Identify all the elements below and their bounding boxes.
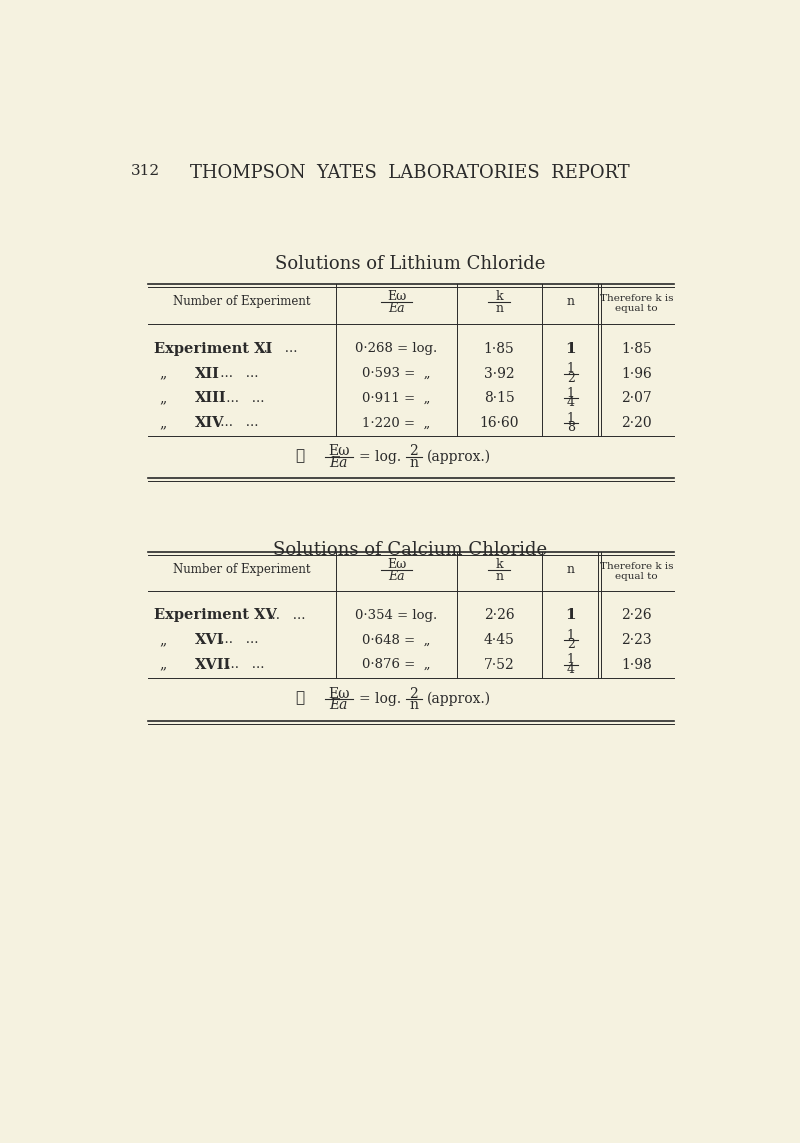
Text: 1: 1: [567, 411, 575, 425]
Text: 0·911 =  „: 0·911 = „: [362, 392, 430, 405]
Text: 4: 4: [567, 397, 575, 409]
Text: ...   ...: ... ...: [216, 633, 258, 647]
Text: 8: 8: [567, 421, 575, 434]
Text: k: k: [495, 290, 503, 303]
Text: ...   ...: ... ...: [216, 416, 258, 430]
Text: 1: 1: [566, 342, 576, 355]
Text: Number of Experiment: Number of Experiment: [174, 295, 311, 309]
Text: 1: 1: [567, 654, 575, 666]
Text: 0·876 =  „: 0·876 = „: [362, 658, 430, 671]
Text: Therefore k is: Therefore k is: [600, 294, 674, 303]
Text: „: „: [159, 367, 166, 381]
Text: Ea: Ea: [388, 302, 405, 314]
Text: ...   ...: ... ...: [255, 343, 298, 355]
Text: 2·26: 2·26: [622, 608, 652, 622]
Text: 4·45: 4·45: [484, 633, 514, 647]
Text: (approx.): (approx.): [427, 692, 491, 706]
Text: XIII: XIII: [194, 391, 226, 405]
Text: Eω: Eω: [328, 687, 350, 701]
Text: ...   ...: ... ...: [216, 367, 258, 381]
Text: 2: 2: [410, 687, 418, 701]
Text: n: n: [567, 295, 575, 309]
Text: XVI: XVI: [194, 633, 224, 647]
Text: XVII: XVII: [194, 657, 231, 672]
Text: = log.: = log.: [359, 693, 401, 706]
Text: 0·648 =  „: 0·648 = „: [362, 633, 430, 647]
Text: Solutions of Calcium Chloride: Solutions of Calcium Chloride: [273, 542, 547, 559]
Text: 1·220 =  „: 1·220 = „: [362, 416, 430, 430]
Text: 2·26: 2·26: [484, 608, 514, 622]
Text: 0·354 = log.: 0·354 = log.: [355, 609, 438, 622]
Text: k: k: [495, 558, 503, 572]
Text: 2: 2: [567, 371, 574, 385]
Text: ∴: ∴: [295, 449, 305, 463]
Text: 2·07: 2·07: [622, 391, 652, 405]
Text: 7·52: 7·52: [484, 657, 514, 672]
Text: n: n: [410, 698, 418, 712]
Text: Ea: Ea: [388, 569, 405, 583]
Text: 2·20: 2·20: [622, 416, 652, 430]
Text: Experiment XI: Experiment XI: [154, 342, 273, 355]
Text: 2·23: 2·23: [622, 633, 652, 647]
Text: ...   ...: ... ...: [262, 609, 306, 622]
Text: equal to: equal to: [615, 573, 658, 582]
Text: Experiment XV: Experiment XV: [154, 608, 277, 622]
Text: 1·85: 1·85: [622, 342, 652, 355]
Text: „: „: [159, 657, 166, 672]
Text: „: „: [159, 416, 166, 430]
Text: Eω: Eω: [328, 445, 350, 458]
Text: „: „: [159, 633, 166, 647]
Text: (approx.): (approx.): [427, 449, 491, 464]
Text: Number of Experiment: Number of Experiment: [174, 562, 311, 576]
Text: n: n: [495, 569, 503, 583]
Text: 4: 4: [567, 663, 575, 676]
Text: XII: XII: [194, 367, 219, 381]
Text: 312: 312: [131, 165, 160, 178]
Text: ...   ...: ... ...: [222, 658, 265, 671]
Text: n: n: [567, 563, 575, 576]
Text: Ea: Ea: [330, 456, 348, 470]
Text: „: „: [159, 391, 166, 405]
Text: 0·593 =  „: 0·593 = „: [362, 367, 430, 381]
Text: ...   ...: ... ...: [222, 392, 265, 405]
Text: THOMPSON  YATES  LABORATORIES  REPORT: THOMPSON YATES LABORATORIES REPORT: [190, 165, 630, 182]
Text: n: n: [495, 302, 503, 314]
Text: equal to: equal to: [615, 304, 658, 312]
Text: 0·268 = log.: 0·268 = log.: [355, 343, 438, 355]
Text: 1·98: 1·98: [622, 657, 652, 672]
Text: Therefore k is: Therefore k is: [600, 562, 674, 572]
Text: XIV: XIV: [194, 416, 224, 430]
Text: 1: 1: [567, 387, 575, 400]
Text: 1·85: 1·85: [484, 342, 514, 355]
Text: Solutions of Lithium Chloride: Solutions of Lithium Chloride: [275, 255, 545, 273]
Text: ∴: ∴: [295, 692, 305, 705]
Text: 2: 2: [567, 638, 574, 652]
Text: 2: 2: [410, 445, 418, 458]
Text: Eω: Eω: [387, 290, 406, 303]
Text: Eω: Eω: [387, 558, 406, 572]
Text: 3·92: 3·92: [484, 367, 514, 381]
Text: n: n: [410, 456, 418, 470]
Text: 8·15: 8·15: [484, 391, 514, 405]
Text: = log.: = log.: [359, 449, 401, 464]
Text: 16·60: 16·60: [479, 416, 519, 430]
Text: 1: 1: [567, 362, 575, 375]
Text: 1: 1: [567, 629, 575, 642]
Text: Ea: Ea: [330, 698, 348, 712]
Text: 1: 1: [566, 608, 576, 622]
Text: 1·96: 1·96: [622, 367, 652, 381]
